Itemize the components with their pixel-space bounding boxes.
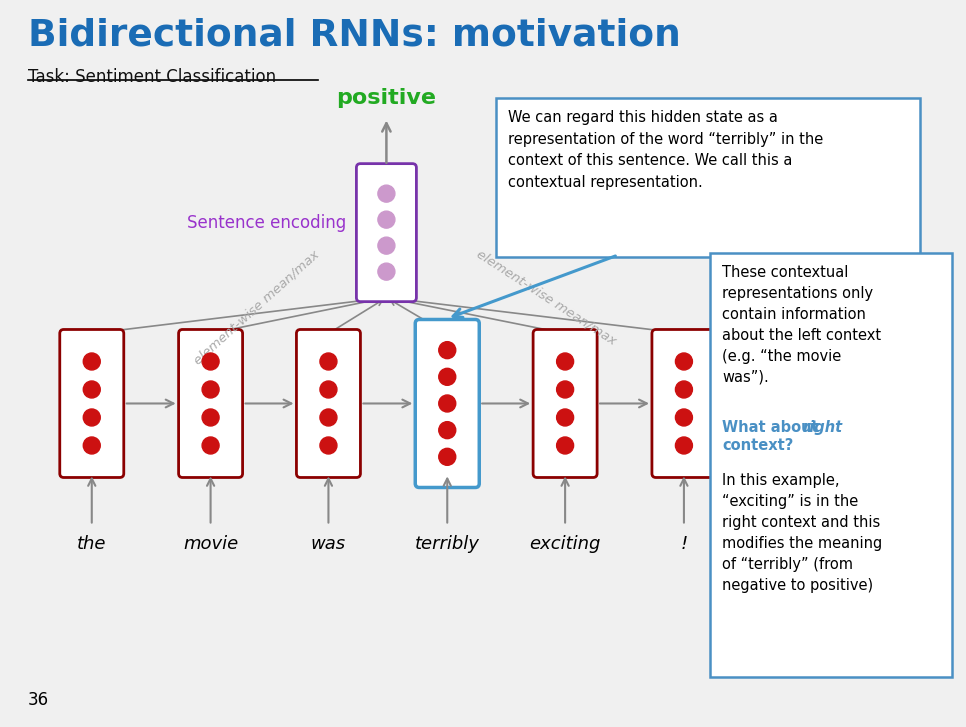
FancyBboxPatch shape xyxy=(356,164,416,302)
Circle shape xyxy=(378,237,395,254)
Circle shape xyxy=(378,263,395,280)
FancyBboxPatch shape xyxy=(533,329,597,478)
Circle shape xyxy=(83,437,100,454)
Text: positive: positive xyxy=(336,88,437,108)
Circle shape xyxy=(320,409,337,426)
FancyBboxPatch shape xyxy=(652,329,716,478)
Text: element-wise mean/max: element-wise mean/max xyxy=(474,248,618,348)
FancyBboxPatch shape xyxy=(415,319,479,488)
Text: Bidirectional RNNs: motivation: Bidirectional RNNs: motivation xyxy=(28,18,681,54)
Circle shape xyxy=(202,353,219,370)
Circle shape xyxy=(320,437,337,454)
Circle shape xyxy=(202,381,219,398)
Circle shape xyxy=(320,353,337,370)
Text: right: right xyxy=(803,420,843,435)
Circle shape xyxy=(675,381,693,398)
Circle shape xyxy=(675,353,693,370)
Circle shape xyxy=(378,185,395,202)
Text: 36: 36 xyxy=(28,691,49,709)
Circle shape xyxy=(378,211,395,228)
FancyBboxPatch shape xyxy=(60,329,124,478)
Text: exciting: exciting xyxy=(529,536,601,553)
Circle shape xyxy=(320,381,337,398)
Circle shape xyxy=(83,353,100,370)
Circle shape xyxy=(556,353,574,370)
Circle shape xyxy=(556,409,574,426)
Text: context?: context? xyxy=(722,438,793,453)
Circle shape xyxy=(439,422,456,438)
FancyBboxPatch shape xyxy=(496,98,920,257)
Text: the: the xyxy=(77,536,106,553)
Text: terribly: terribly xyxy=(414,536,480,553)
Text: We can regard this hidden state as a
representation of the word “terribly” in th: We can regard this hidden state as a rep… xyxy=(508,110,823,190)
Circle shape xyxy=(675,409,693,426)
FancyBboxPatch shape xyxy=(179,329,242,478)
Circle shape xyxy=(556,437,574,454)
Circle shape xyxy=(675,437,693,454)
Circle shape xyxy=(439,395,456,412)
Text: was: was xyxy=(311,536,346,553)
Text: movie: movie xyxy=(183,536,239,553)
Circle shape xyxy=(439,449,456,465)
FancyBboxPatch shape xyxy=(710,253,952,677)
Text: element-wise mean/max: element-wise mean/max xyxy=(191,248,322,367)
Circle shape xyxy=(83,381,100,398)
Circle shape xyxy=(556,381,574,398)
Circle shape xyxy=(202,437,219,454)
Text: What about: What about xyxy=(722,420,824,435)
Circle shape xyxy=(439,342,456,358)
FancyBboxPatch shape xyxy=(297,329,360,478)
Text: !: ! xyxy=(680,536,688,553)
Text: Sentence encoding: Sentence encoding xyxy=(186,214,346,232)
Text: In this example,
“exciting” is in the
right context and this
modifies the meanin: In this example, “exciting” is in the ri… xyxy=(722,473,882,593)
Circle shape xyxy=(83,409,100,426)
Text: Task: Sentiment Classification: Task: Sentiment Classification xyxy=(28,68,276,86)
Text: These contextual
representations only
contain information
about the left context: These contextual representations only co… xyxy=(722,265,881,406)
Circle shape xyxy=(439,369,456,385)
Circle shape xyxy=(202,409,219,426)
